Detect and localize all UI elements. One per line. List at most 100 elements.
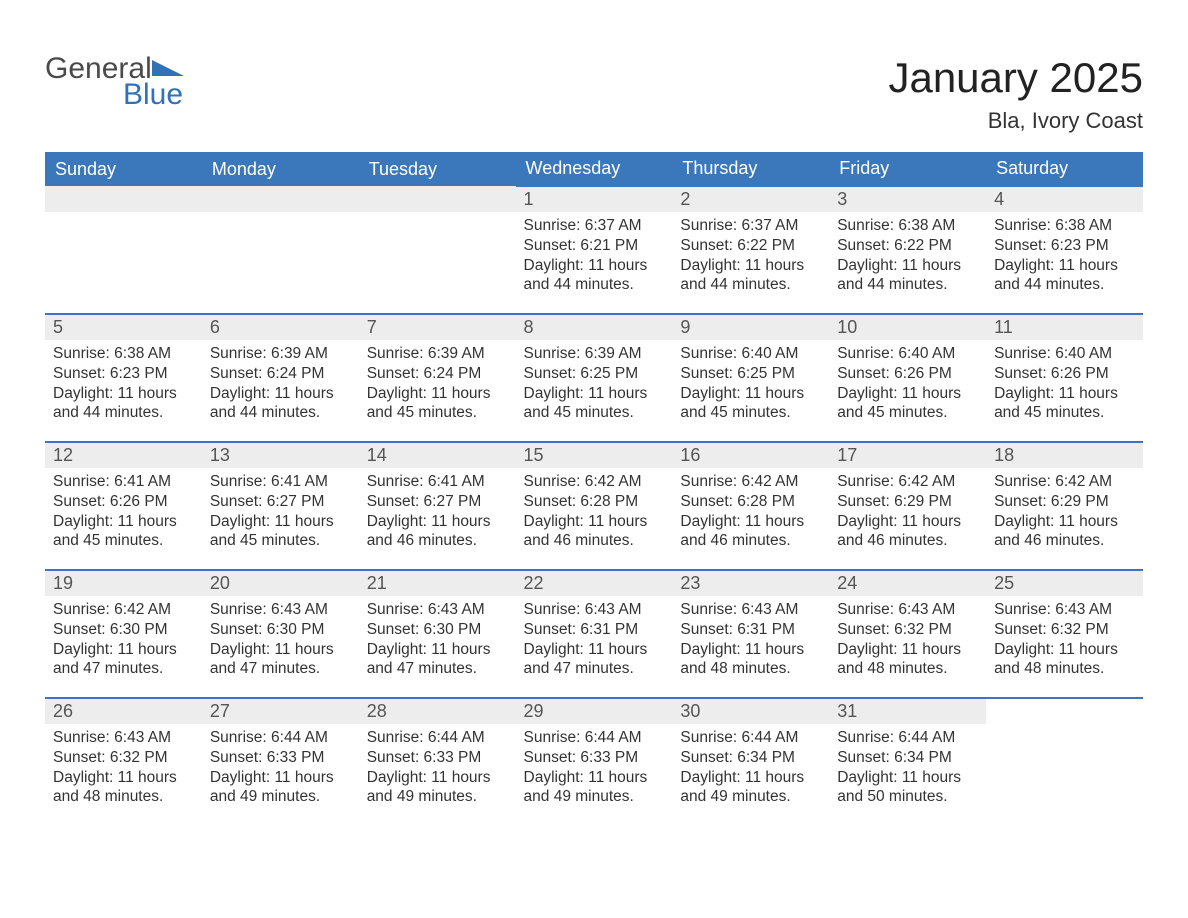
sunset-line: Sunset: 6:30 PM xyxy=(53,620,194,640)
sunrise-line: Sunrise: 6:39 AM xyxy=(367,344,508,364)
daylight-line: Daylight: 11 hours and 48 minutes. xyxy=(837,640,978,680)
sunset-line: Sunset: 6:34 PM xyxy=(680,748,821,768)
day-number: 19 xyxy=(45,571,202,596)
calendar-day-cell: 4Sunrise: 6:38 AMSunset: 6:23 PMDaylight… xyxy=(986,186,1143,314)
daylight-line: Daylight: 11 hours and 44 minutes. xyxy=(53,384,194,424)
sunset-line: Sunset: 6:30 PM xyxy=(210,620,351,640)
day-number: 20 xyxy=(202,571,359,596)
calendar-day-cell: 3Sunrise: 6:38 AMSunset: 6:22 PMDaylight… xyxy=(829,186,986,314)
day-number: 22 xyxy=(516,571,673,596)
calendar-day-cell: 14Sunrise: 6:41 AMSunset: 6:27 PMDayligh… xyxy=(359,442,516,570)
calendar-day-cell: 11Sunrise: 6:40 AMSunset: 6:26 PMDayligh… xyxy=(986,314,1143,442)
sunrise-line: Sunrise: 6:40 AM xyxy=(994,344,1135,364)
calendar-day-cell: 30Sunrise: 6:44 AMSunset: 6:34 PMDayligh… xyxy=(672,698,829,826)
calendar-day-cell: 9Sunrise: 6:40 AMSunset: 6:25 PMDaylight… xyxy=(672,314,829,442)
location-label: Bla, Ivory Coast xyxy=(888,108,1143,134)
day-number: 2 xyxy=(672,187,829,212)
day-number: 6 xyxy=(202,315,359,340)
day-number: 1 xyxy=(516,187,673,212)
calendar-week-row: 12Sunrise: 6:41 AMSunset: 6:26 PMDayligh… xyxy=(45,442,1143,570)
day-details: Sunrise: 6:42 AMSunset: 6:29 PMDaylight:… xyxy=(986,468,1143,561)
sunrise-line: Sunrise: 6:42 AM xyxy=(680,472,821,492)
day-number: 23 xyxy=(672,571,829,596)
day-details: Sunrise: 6:41 AMSunset: 6:26 PMDaylight:… xyxy=(45,468,202,561)
daylight-line: Daylight: 11 hours and 49 minutes. xyxy=(367,768,508,808)
daylight-line: Daylight: 11 hours and 45 minutes. xyxy=(524,384,665,424)
sunset-line: Sunset: 6:32 PM xyxy=(837,620,978,640)
day-details: Sunrise: 6:44 AMSunset: 6:33 PMDaylight:… xyxy=(202,724,359,817)
weekday-header-row: Sunday Monday Tuesday Wednesday Thursday… xyxy=(45,152,1143,186)
day-details: Sunrise: 6:39 AMSunset: 6:25 PMDaylight:… xyxy=(516,340,673,433)
daylight-line: Daylight: 11 hours and 47 minutes. xyxy=(210,640,351,680)
sunrise-line: Sunrise: 6:41 AM xyxy=(210,472,351,492)
sunset-line: Sunset: 6:22 PM xyxy=(680,236,821,256)
calendar-day-cell: 21Sunrise: 6:43 AMSunset: 6:30 PMDayligh… xyxy=(359,570,516,698)
daylight-line: Daylight: 11 hours and 48 minutes. xyxy=(53,768,194,808)
day-number: 15 xyxy=(516,443,673,468)
sunset-line: Sunset: 6:25 PM xyxy=(524,364,665,384)
daylight-line: Daylight: 11 hours and 48 minutes. xyxy=(680,640,821,680)
sunrise-line: Sunrise: 6:43 AM xyxy=(524,600,665,620)
daylight-line: Daylight: 11 hours and 45 minutes. xyxy=(210,512,351,552)
day-number: 31 xyxy=(829,699,986,724)
daylight-line: Daylight: 11 hours and 50 minutes. xyxy=(837,768,978,808)
sunrise-line: Sunrise: 6:42 AM xyxy=(837,472,978,492)
daylight-line: Daylight: 11 hours and 45 minutes. xyxy=(680,384,821,424)
daylight-line: Daylight: 11 hours and 44 minutes. xyxy=(837,256,978,296)
sunset-line: Sunset: 6:31 PM xyxy=(680,620,821,640)
day-number: 21 xyxy=(359,571,516,596)
day-details: Sunrise: 6:41 AMSunset: 6:27 PMDaylight:… xyxy=(359,468,516,561)
day-details: Sunrise: 6:42 AMSunset: 6:28 PMDaylight:… xyxy=(672,468,829,561)
calendar-day-cell: 20Sunrise: 6:43 AMSunset: 6:30 PMDayligh… xyxy=(202,570,359,698)
calendar-day-cell: 22 Sunrise: 6:43 AMSunset: 6:31 PMDayligh… xyxy=(516,570,673,698)
daylight-line: Daylight: 11 hours and 46 minutes. xyxy=(837,512,978,552)
day-details: Sunrise: 6:43 AMSunset: 6:32 PMDaylight:… xyxy=(45,724,202,817)
sunset-line: Sunset: 6:26 PM xyxy=(53,492,194,512)
sunset-line: Sunset: 6:27 PM xyxy=(367,492,508,512)
calendar-day-cell xyxy=(986,698,1143,826)
day-number: 17 xyxy=(829,443,986,468)
daylight-line: Daylight: 11 hours and 44 minutes. xyxy=(524,256,665,296)
day-details: Sunrise: 6:43 AMSunset: 6:31 PMDaylight:… xyxy=(672,596,829,689)
daylight-line: Daylight: 11 hours and 46 minutes. xyxy=(680,512,821,552)
empty-day-bar xyxy=(359,186,516,212)
sunset-line: Sunset: 6:29 PM xyxy=(994,492,1135,512)
day-details: Sunrise: 6:38 AMSunset: 6:23 PMDaylight:… xyxy=(986,212,1143,305)
calendar-week-row: 26Sunrise: 6:43 AMSunset: 6:32 PMDayligh… xyxy=(45,698,1143,826)
day-number: 29 xyxy=(516,699,673,724)
calendar-day-cell: 10Sunrise: 6:40 AMSunset: 6:26 PMDayligh… xyxy=(829,314,986,442)
sunrise-line: Sunrise: 6:43 AM xyxy=(367,600,508,620)
calendar-day-cell xyxy=(202,186,359,314)
calendar-day-cell: 2Sunrise: 6:37 AMSunset: 6:22 PMDaylight… xyxy=(672,186,829,314)
day-details: Sunrise: 6:43 AMSunset: 6:32 PMDaylight:… xyxy=(986,596,1143,689)
calendar-week-row: 19Sunrise: 6:42 AMSunset: 6:30 PMDayligh… xyxy=(45,570,1143,698)
sunrise-line: Sunrise: 6:42 AM xyxy=(524,472,665,492)
day-details: Sunrise: 6:44 AMSunset: 6:34 PMDaylight:… xyxy=(829,724,986,817)
calendar-day-cell: 6Sunrise: 6:39 AMSunset: 6:24 PMDaylight… xyxy=(202,314,359,442)
sunset-line: Sunset: 6:21 PM xyxy=(524,236,665,256)
day-number: 30 xyxy=(672,699,829,724)
day-details: Sunrise: 6:38 AMSunset: 6:23 PMDaylight:… xyxy=(45,340,202,433)
sunset-line: Sunset: 6:31 PM xyxy=(524,620,665,640)
calendar-day-cell: 19Sunrise: 6:42 AMSunset: 6:30 PMDayligh… xyxy=(45,570,202,698)
calendar-week-row: 1Sunrise: 6:37 AMSunset: 6:21 PMDaylight… xyxy=(45,186,1143,314)
calendar-day-cell: 18Sunrise: 6:42 AMSunset: 6:29 PMDayligh… xyxy=(986,442,1143,570)
day-details: Sunrise: 6:42 AMSunset: 6:28 PMDaylight:… xyxy=(516,468,673,561)
day-number: 16 xyxy=(672,443,829,468)
calendar-day-cell: 7Sunrise: 6:39 AMSunset: 6:24 PMDaylight… xyxy=(359,314,516,442)
sunrise-line: Sunrise: 6:37 AM xyxy=(680,216,821,236)
calendar-day-cell: 13Sunrise: 6:41 AMSunset: 6:27 PMDayligh… xyxy=(202,442,359,570)
calendar-day-cell: 5Sunrise: 6:38 AMSunset: 6:23 PMDaylight… xyxy=(45,314,202,442)
day-details: Sunrise: 6:42 AMSunset: 6:29 PMDaylight:… xyxy=(829,468,986,561)
weekday-header: Saturday xyxy=(986,152,1143,186)
daylight-line: Daylight: 11 hours and 47 minutes. xyxy=(524,640,665,680)
weekday-header: Wednesday xyxy=(516,152,673,186)
day-details: Sunrise: 6:39 AMSunset: 6:24 PMDaylight:… xyxy=(202,340,359,433)
daylight-line: Daylight: 11 hours and 45 minutes. xyxy=(367,384,508,424)
day-details: Sunrise: 6:40 AMSunset: 6:25 PMDaylight:… xyxy=(672,340,829,433)
calendar-day-cell xyxy=(45,186,202,314)
sunrise-line: Sunrise: 6:44 AM xyxy=(837,728,978,748)
day-number: 9 xyxy=(672,315,829,340)
day-number: 24 xyxy=(829,571,986,596)
daylight-line: Daylight: 11 hours and 45 minutes. xyxy=(994,384,1135,424)
